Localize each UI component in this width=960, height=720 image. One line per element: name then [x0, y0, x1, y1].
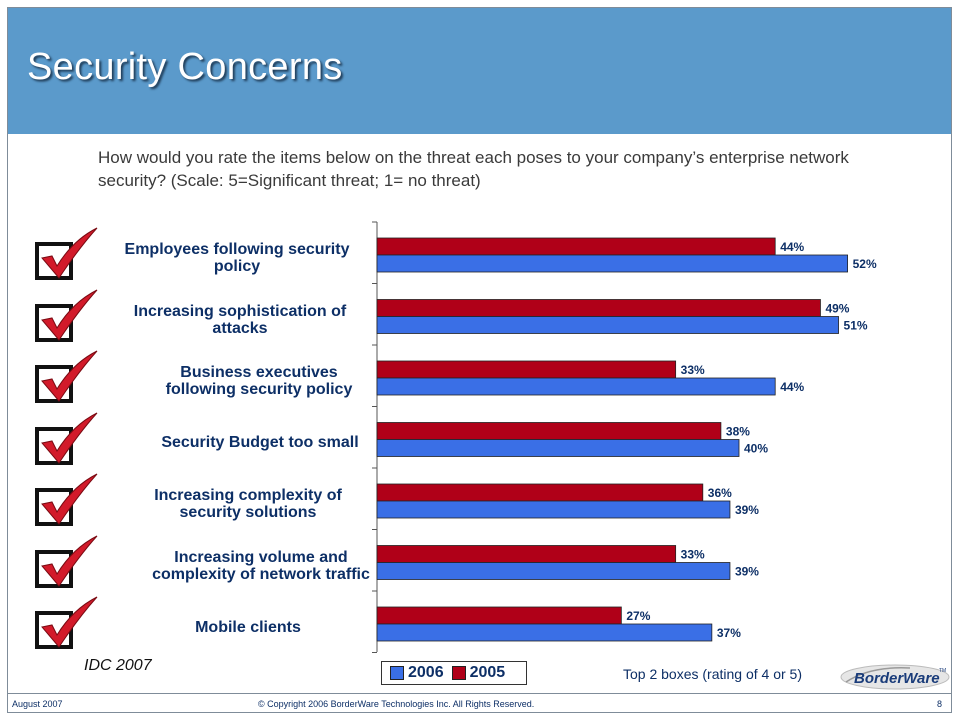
logo-text: BorderWare [854, 670, 940, 687]
bar-2005 [376, 422, 722, 440]
checkmark-icon [35, 289, 98, 342]
category-label-line: complexity of network traffic [152, 565, 370, 583]
category-label-line: Security Budget too small [161, 434, 359, 451]
data-label-2006: 51% [844, 319, 868, 333]
chart-legend: 2006 2005 [381, 661, 527, 685]
bar-2005 [376, 483, 704, 502]
bar-2006 [376, 439, 740, 457]
top2-note: Top 2 boxes (rating of 4 or 5) [623, 666, 802, 682]
footer-divider [8, 693, 951, 694]
data-label-2006: 52% [853, 257, 877, 271]
category-label-line: Business executives [180, 364, 338, 381]
bar-2006 [376, 562, 731, 580]
category-label: Employees following security policy [102, 241, 372, 275]
bar-2005 [376, 360, 677, 379]
bar-2006 [376, 316, 839, 334]
category-label: Increasing volume and complexity of netwo… [126, 549, 396, 583]
checkmark-icon [35, 350, 98, 403]
logo-tm: TM [939, 668, 946, 674]
bar-2005 [376, 606, 622, 625]
category-label: Mobile clients [113, 619, 383, 636]
data-label-2005: 27% [626, 609, 650, 623]
page-number: 8 [937, 699, 943, 709]
bar-2006 [376, 500, 731, 519]
survey-question: How would you rate the items below on th… [98, 148, 849, 190]
category-label-line: Increasing sophistication of [133, 302, 347, 320]
data-label-2005: 49% [825, 302, 849, 316]
source-note: IDC 2007 [84, 657, 152, 674]
checkmark-icon [35, 412, 98, 465]
title-banner [8, 8, 951, 134]
legend-swatch-2006 [390, 666, 404, 680]
category-label: Increasing sophistication of attacks [105, 303, 375, 337]
bar-2005 [376, 545, 677, 563]
bar-2005 [376, 299, 821, 317]
category-label-line: policy [213, 258, 261, 275]
category-label-line: Increasing volume and [174, 548, 348, 566]
data-label-2006: 40% [744, 442, 768, 456]
legend-swatch-2005 [451, 666, 466, 680]
data-label-2005: 38% [726, 425, 750, 439]
checkmark-icon [35, 473, 98, 526]
category-label: Security Budget too small [125, 434, 395, 451]
category-label-line: Mobile clients [195, 618, 301, 636]
bar-2006 [376, 623, 713, 642]
checkmark-icon [35, 535, 98, 588]
category-label-line: Employees following security [124, 241, 350, 258]
data-label-2006: 39% [735, 565, 759, 579]
category-label-line: following security policy [165, 381, 353, 398]
footer-copyright: © Copyright 2006 BorderWare Technologies… [258, 699, 535, 709]
data-label-2006: 37% [717, 626, 741, 640]
bar-2006 [376, 377, 776, 396]
data-label-2006: 39% [735, 503, 759, 517]
category-label-line: security solutions [179, 504, 317, 521]
data-label-2005: 36% [708, 486, 732, 500]
data-label-2006: 44% [780, 380, 804, 394]
checkmark-icon [35, 596, 98, 649]
data-label-2005: 44% [780, 240, 804, 254]
data-label-2005: 33% [681, 548, 705, 562]
category-label-line: Increasing complexity of [154, 487, 342, 504]
bar-2006 [376, 254, 849, 273]
page-title: Security Concerns [27, 46, 343, 88]
category-label: Increasing complexity of security solutio… [113, 487, 383, 521]
category-label-line: attacks [212, 319, 268, 337]
data-label-2005: 33% [681, 363, 705, 377]
footer-date: August 2007 [12, 699, 63, 709]
checkmark-icon [35, 227, 98, 280]
legend-label-2005: 2005 [469, 664, 506, 681]
legend-label-2006: 2006 [408, 664, 444, 681]
borderware-logo: BorderWare TM [840, 664, 950, 690]
category-label: Business executives following security po… [124, 364, 394, 398]
bar-2005 [376, 237, 776, 256]
slide-frame [7, 7, 952, 713]
